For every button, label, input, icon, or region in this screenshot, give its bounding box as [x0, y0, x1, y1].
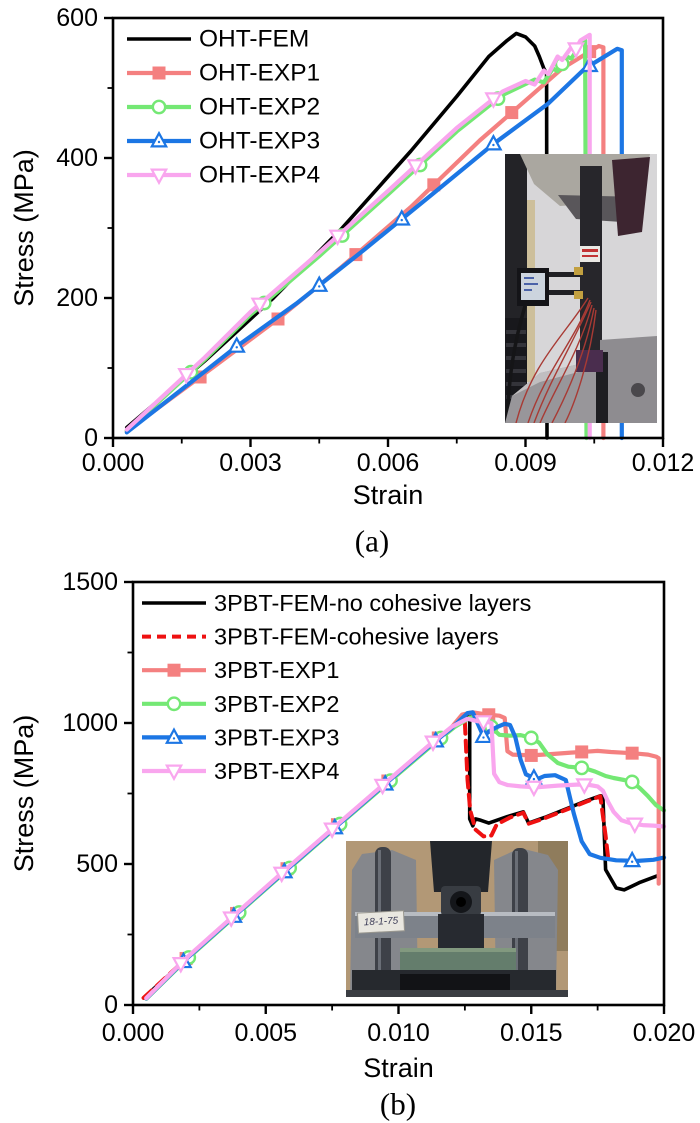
y-axis-label: Stress (MPa): [9, 149, 39, 307]
x-axis-label: Strain: [353, 480, 424, 510]
triangle-down-marker: [625, 817, 644, 835]
legend-label: 3PBT-EXP1: [214, 657, 339, 683]
triangle-down-marker: [323, 822, 342, 840]
axes: 0.000 0.003 0.006 0.009 0.012 0 200 400 600: [56, 4, 694, 477]
chart-b-3pbt: 18-1-75 0.000 0.005 0.010 0.015 0.020 0 500 1000…: [9, 568, 695, 1122]
y-tick-label: 200: [56, 284, 98, 312]
triangle-down-marker: [566, 42, 585, 59]
legend-label: OHT-EXP2: [199, 94, 320, 121]
triangle-down-marker: [328, 229, 347, 247]
triangle-up-marker: [149, 130, 169, 148]
y-tick-label: 1000: [62, 709, 118, 737]
legend-item-3pbt-fem-cohesive-layers: 3PBT-FEM-cohesive layers: [142, 624, 499, 650]
x-tick-label: 0.015: [500, 1019, 563, 1047]
legend-item-oht-exp4: OHT-EXP4: [127, 162, 320, 189]
triangle-down-marker: [423, 735, 443, 753]
y-tick-label: 1500: [62, 568, 118, 596]
circle-marker: [523, 730, 539, 746]
x-tick-label: 0.012: [632, 449, 695, 477]
y-tick-label: 0: [84, 424, 98, 452]
y-axis-label: Stress (MPa): [9, 715, 39, 873]
three-point-bend-setup-photo: 18-1-75: [346, 841, 568, 997]
legend-item-3pbt-fem-no-cohesive-layers: 3PBT-FEM-no cohesive layers: [142, 590, 531, 616]
legend-item-3pbt-exp3: 3PBT-EXP3: [142, 724, 339, 750]
triangle-down-marker: [484, 92, 503, 109]
legend-label: OHT-EXP3: [199, 128, 320, 155]
square-marker: [152, 66, 166, 80]
triangle-down-marker: [164, 764, 184, 782]
square-marker: [524, 748, 538, 762]
series-group: [124, 31, 624, 441]
triangle-up-marker: [484, 133, 503, 151]
square-marker: [625, 746, 639, 760]
x-tick-label: 0.000: [102, 1019, 165, 1047]
x-tick-label: 0.000: [82, 449, 145, 477]
caption-a: (a): [355, 524, 389, 559]
x-tick-label: 0.010: [367, 1019, 430, 1047]
triangle-up-marker: [623, 850, 642, 868]
legend-label: OHT-EXP1: [199, 60, 320, 87]
square-marker: [505, 106, 519, 120]
legend-label: 3PBT-EXP4: [214, 758, 339, 784]
circle-marker: [624, 774, 640, 790]
triangle-down-marker: [575, 778, 594, 795]
triangle-down-marker: [373, 778, 392, 796]
axes: 0.000 0.005 0.010 0.015 0.020 0 500 1000 1500: [62, 568, 695, 1047]
triangle-down-marker: [474, 715, 493, 732]
x-axis-label: Strain: [363, 1053, 434, 1083]
triangle-up-marker: [474, 726, 493, 744]
tensile-test-setup-photo: [505, 154, 657, 423]
y-tick-label: 0: [104, 991, 118, 1019]
caption-b: (b): [380, 1087, 416, 1122]
circle-marker: [574, 760, 590, 776]
y-tick-label: 500: [76, 850, 118, 878]
triangle-up-marker: [164, 727, 184, 744]
triangle-down-marker: [272, 866, 291, 884]
triangle-down-marker: [406, 159, 425, 176]
circle-marker: [151, 99, 167, 115]
series-group: [141, 708, 667, 1001]
y-tick-label: 600: [56, 4, 98, 32]
x-tick-label: 0.005: [234, 1019, 297, 1047]
x-tick-label: 0.006: [357, 449, 420, 477]
triangle-down-marker: [524, 780, 543, 798]
x-tick-label: 0.020: [633, 1019, 696, 1047]
legend-item-3pbt-exp1: 3PBT-EXP1: [142, 657, 339, 683]
legend-item-3pbt-exp2: 3PBT-EXP2: [142, 691, 339, 717]
x-tick-label: 0.003: [219, 449, 282, 477]
legend-label: OHT-FEM: [199, 26, 309, 53]
triangle-up-marker: [392, 209, 411, 226]
legend-label: 3PBT-FEM-cohesive layers: [214, 624, 499, 650]
x-tick-label: 0.009: [494, 449, 557, 477]
legend: 3PBT-FEM-no cohesive layers 3PBT-FEM-cohe…: [142, 590, 531, 784]
legend-label: OHT-EXP4: [199, 162, 320, 189]
legend-item-oht-exp1: OHT-EXP1: [127, 60, 320, 87]
legend-item-oht-exp3: OHT-EXP3: [127, 128, 320, 155]
legend-item-3pbt-exp4: 3PBT-EXP4: [142, 758, 339, 784]
square-marker: [167, 663, 181, 677]
square-marker: [575, 745, 589, 759]
legend-item-oht-fem: OHT-FEM: [127, 26, 309, 53]
legend: OHT-FEM OHT-EXP1 OHT-EXP2 OHT-EXP3 OHT-EXP4: [127, 26, 320, 189]
legend-item-oht-exp2: OHT-EXP2: [127, 94, 320, 121]
triangle-down-marker: [149, 168, 169, 186]
specimen-label: 18-1-75: [364, 916, 399, 929]
triangle-down-marker: [171, 957, 190, 974]
y-tick-label: 400: [56, 144, 98, 172]
triangle-down-marker: [250, 297, 269, 315]
chart-a-oht: 0.000 0.003 0.006 0.009 0.012 0 200 400 600 Strai…: [9, 4, 694, 559]
legend-label: 3PBT-EXP3: [214, 724, 339, 750]
legend-label: 3PBT-FEM-no cohesive layers: [214, 590, 531, 616]
triangle-down-marker: [177, 367, 196, 385]
legend-label: 3PBT-EXP2: [214, 691, 339, 717]
series-oht-exp1: [124, 43, 606, 441]
triangle-down-marker: [222, 911, 241, 929]
triangle-up-marker: [310, 275, 329, 292]
circle-marker: [166, 696, 182, 712]
triangle-up-marker: [227, 336, 246, 353]
